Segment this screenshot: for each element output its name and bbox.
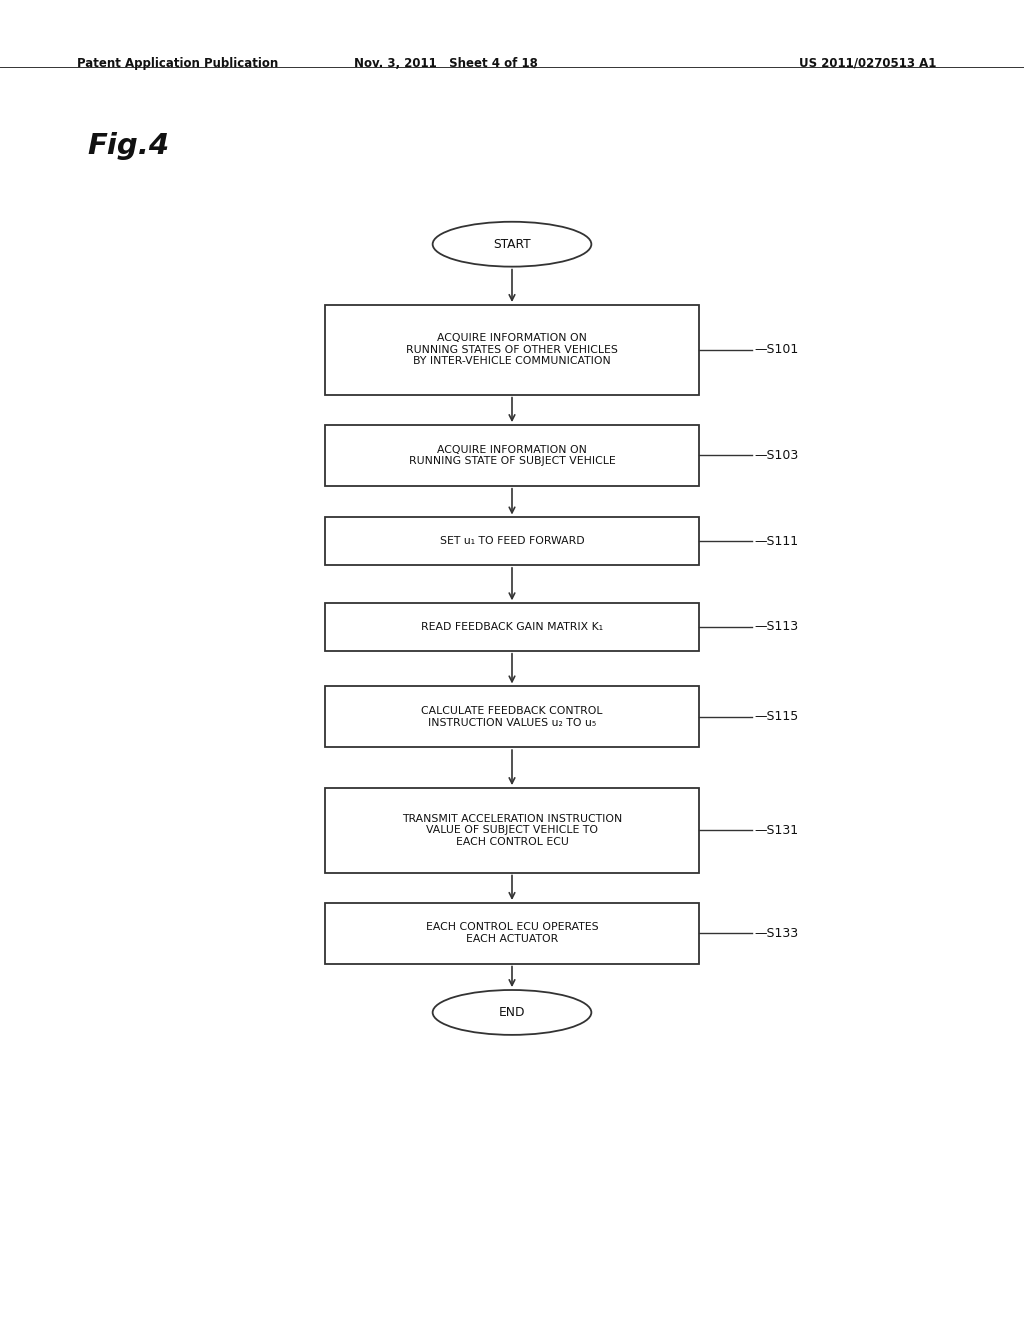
FancyBboxPatch shape — [326, 686, 698, 747]
FancyBboxPatch shape — [326, 903, 698, 964]
FancyBboxPatch shape — [326, 425, 698, 486]
FancyBboxPatch shape — [326, 305, 698, 395]
Text: READ FEEDBACK GAIN MATRIX K₁: READ FEEDBACK GAIN MATRIX K₁ — [421, 622, 603, 632]
Ellipse shape — [432, 990, 592, 1035]
Text: —S131: —S131 — [754, 824, 799, 837]
Ellipse shape — [432, 222, 592, 267]
Text: —S113: —S113 — [754, 620, 799, 634]
FancyBboxPatch shape — [326, 788, 698, 873]
FancyBboxPatch shape — [326, 517, 698, 565]
Text: ACQUIRE INFORMATION ON
RUNNING STATES OF OTHER VEHICLES
BY INTER-VEHICLE COMMUNI: ACQUIRE INFORMATION ON RUNNING STATES OF… — [407, 333, 617, 367]
Text: —S115: —S115 — [754, 710, 799, 723]
Text: END: END — [499, 1006, 525, 1019]
Text: —S101: —S101 — [754, 343, 799, 356]
Text: SET u₁ TO FEED FORWARD: SET u₁ TO FEED FORWARD — [439, 536, 585, 546]
Text: US 2011/0270513 A1: US 2011/0270513 A1 — [799, 57, 936, 70]
Text: Nov. 3, 2011   Sheet 4 of 18: Nov. 3, 2011 Sheet 4 of 18 — [353, 57, 538, 70]
Text: START: START — [494, 238, 530, 251]
Text: CALCULATE FEEDBACK CONTROL
INSTRUCTION VALUES u₂ TO u₅: CALCULATE FEEDBACK CONTROL INSTRUCTION V… — [421, 706, 603, 727]
Text: —S111: —S111 — [754, 535, 799, 548]
Text: Patent Application Publication: Patent Application Publication — [77, 57, 279, 70]
Text: ACQUIRE INFORMATION ON
RUNNING STATE OF SUBJECT VEHICLE: ACQUIRE INFORMATION ON RUNNING STATE OF … — [409, 445, 615, 466]
Text: —S133: —S133 — [754, 927, 799, 940]
Text: TRANSMIT ACCELERATION INSTRUCTION
VALUE OF SUBJECT VEHICLE TO
EACH CONTROL ECU: TRANSMIT ACCELERATION INSTRUCTION VALUE … — [401, 813, 623, 847]
Text: Fig.4: Fig.4 — [87, 132, 169, 160]
Text: EACH CONTROL ECU OPERATES
EACH ACTUATOR: EACH CONTROL ECU OPERATES EACH ACTUATOR — [426, 923, 598, 944]
FancyBboxPatch shape — [326, 603, 698, 651]
Text: —S103: —S103 — [754, 449, 799, 462]
